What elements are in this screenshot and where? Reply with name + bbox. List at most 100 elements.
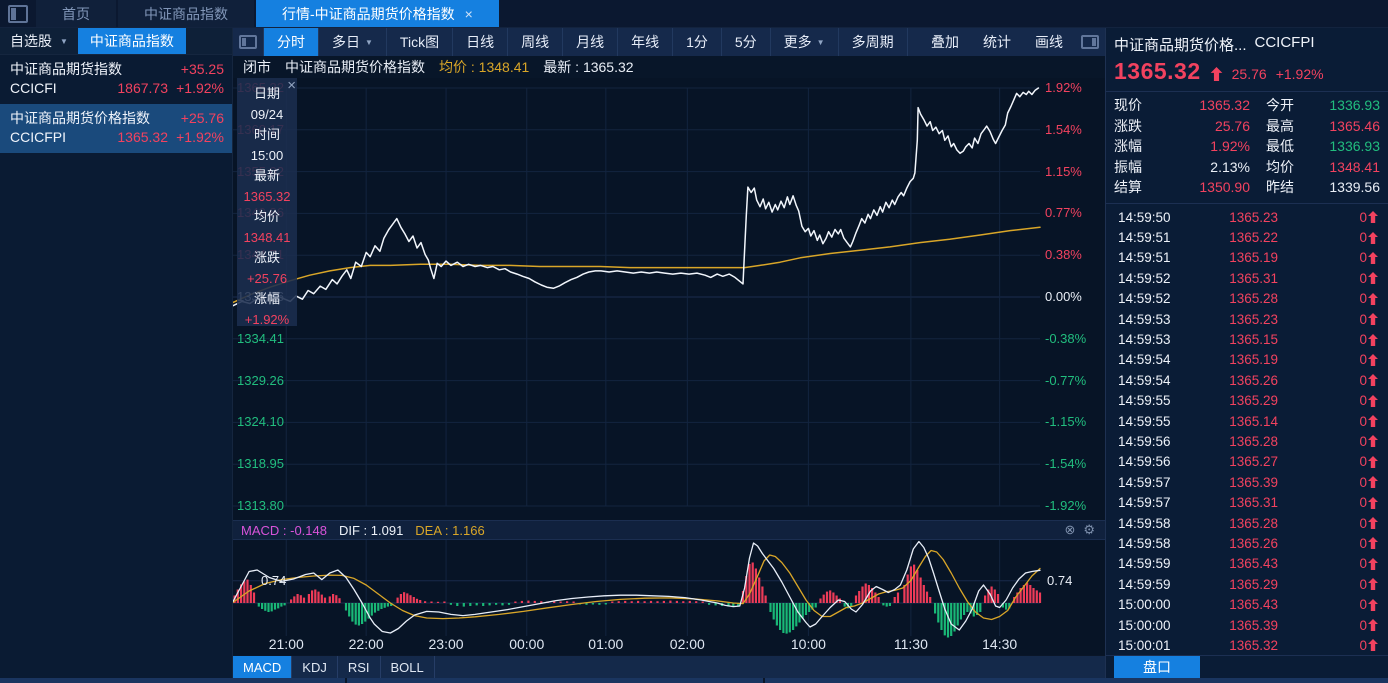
watchlist-items: 中证商品期货指数 +35.25 CCICFI 1867.73 +1.92% 中证商品期货价… (0, 55, 232, 153)
tick-row[interactable]: 14:59:57 1365.31 0 (1106, 492, 1388, 512)
tick-time: 14:59:53 (1118, 311, 1171, 327)
tick-row[interactable]: 14:59:59 1365.29 0 (1106, 574, 1388, 594)
tick-volume-value: 0 (1359, 454, 1367, 470)
tick-time: 14:59:52 (1118, 291, 1171, 307)
toolbar-button-叠加[interactable]: 叠加 (931, 34, 959, 50)
percent-axis-label: -1.15% (1045, 414, 1087, 430)
period-button-label: 周线 (521, 34, 550, 50)
tooltip-close-icon[interactable]: × (287, 77, 296, 94)
bottom-splitter-bar[interactable] (0, 678, 1388, 683)
tick-volume: 0 (1278, 414, 1378, 429)
tick-price: 1365.29 (1229, 393, 1278, 409)
tick-price: 1365.28 (1229, 433, 1278, 449)
top-tab-中证商品指数[interactable]: 中证商品指数 (118, 0, 254, 27)
collapse-left-panel-icon[interactable] (239, 35, 257, 49)
macd-value: MACD : -0.148 (241, 522, 327, 538)
window-sidebar-toggle-icon[interactable] (8, 5, 28, 23)
watchlist-group-dropdown[interactable]: 自选股 ▼ (0, 28, 78, 54)
tick-time: 14:59:57 (1118, 495, 1171, 511)
period-button-年线[interactable]: 年线 (618, 28, 674, 56)
tick-time: 15:00:00 (1118, 597, 1171, 613)
tick-row[interactable]: 15:00:00 1365.43 0 (1106, 594, 1388, 614)
quote-grid-row: 振幅 2.13% 均价 1348.41 (1106, 157, 1388, 177)
tick-row[interactable]: 14:59:56 1365.28 0 (1106, 431, 1388, 451)
tick-row[interactable]: 14:59:58 1365.28 0 (1106, 513, 1388, 533)
period-button-分时[interactable]: 分时 (263, 28, 319, 56)
period-button-日线[interactable]: 日线 (453, 28, 509, 56)
quote-field-label: 均价 (1266, 158, 1294, 175)
tick-row[interactable]: 14:59:53 1365.15 0 (1106, 329, 1388, 349)
intraday-chart[interactable] (233, 78, 1105, 520)
tick-row[interactable]: 14:59:55 1365.14 0 (1106, 411, 1388, 431)
tick-trade-list[interactable]: 14:59:50 1365.23 0 14:59:51 1365.22 0 14:59:51… (1106, 207, 1388, 656)
price-axis-label: 1334.41 (237, 330, 284, 346)
period-button-更多[interactable]: 更多 ▼ (771, 28, 839, 56)
chart-tooltip: × 日期 09/24 时间 15:00 最新 1365.32 均价 1348.41 涨跌 +25.… (237, 77, 297, 327)
indicator-tab-BOLL[interactable]: BOLL (381, 656, 435, 678)
time-axis-label: 22:00 (348, 636, 384, 652)
period-button-周线[interactable]: 周线 (508, 28, 564, 56)
watchlist-group-tab[interactable]: 中证商品指数 (77, 28, 186, 54)
toolbar-button-画线[interactable]: 画线 (1035, 34, 1063, 50)
tick-volume-value: 0 (1359, 393, 1367, 409)
price-axis-label: 1324.10 (237, 414, 284, 430)
tick-time: 14:59:59 (1118, 576, 1171, 592)
indicator-settings-gear-icon[interactable]: ⚙ (1083, 522, 1095, 537)
tick-row[interactable]: 15:00:01 1365.32 0 (1106, 635, 1388, 655)
toolbar-right-buttons: 叠加 统计 画线 (919, 28, 1075, 56)
tick-row[interactable]: 14:59:51 1365.22 0 (1106, 227, 1388, 247)
period-button-月线[interactable]: 月线 (563, 28, 619, 56)
tick-row[interactable]: 14:59:50 1365.23 0 (1106, 207, 1388, 227)
period-button-Tick图[interactable]: Tick图 (387, 28, 454, 56)
tick-row[interactable]: 15:00:00 1365.39 0 (1106, 615, 1388, 635)
tick-row[interactable]: 14:59:54 1365.19 0 (1106, 350, 1388, 370)
watchlist-item[interactable]: 中证商品期货指数 +35.25 CCICFI 1867.73 +1.92% (0, 55, 232, 104)
percent-axis-label: -0.77% (1045, 372, 1087, 388)
instrument-change: +25.76 (180, 110, 224, 126)
tick-price: 1365.43 (1229, 597, 1278, 613)
tick-volume: 0 (1278, 618, 1378, 633)
indicator-tab-RSI[interactable]: RSI (338, 656, 381, 678)
tick-row[interactable]: 14:59:52 1365.31 0 (1106, 268, 1388, 288)
tick-price: 1365.23 (1229, 209, 1278, 225)
instrument-name: 中证商品期货价格指数 (10, 110, 150, 126)
tick-row[interactable]: 14:59:53 1365.23 0 (1106, 309, 1388, 329)
watchlist-header: 自选股 ▼ 中证商品指数 (0, 28, 232, 55)
tick-row[interactable]: 14:59:55 1365.29 0 (1106, 391, 1388, 411)
tick-row[interactable]: 14:59:51 1365.19 0 (1106, 248, 1388, 268)
toolbar-button-统计[interactable]: 统计 (983, 34, 1011, 50)
tick-row[interactable]: 14:59:58 1365.26 0 (1106, 533, 1388, 553)
tick-price: 1365.28 (1229, 291, 1278, 307)
top-tab-首页[interactable]: 首页 (36, 0, 116, 27)
percent-axis-label: 0.00% (1045, 289, 1082, 304)
tick-volume-value: 0 (1359, 535, 1367, 551)
divider (1106, 91, 1388, 92)
period-button-多日[interactable]: 多日 ▼ (319, 28, 387, 56)
quote-field-value: 1365.46 (1329, 117, 1380, 134)
indicator-close-icon[interactable]: ⊗ (1064, 522, 1076, 537)
tick-row[interactable]: 14:59:56 1365.27 0 (1106, 452, 1388, 472)
period-button-5分[interactable]: 5分 (722, 28, 771, 56)
tick-volume: 0 (1278, 475, 1378, 490)
up-arrow-icon (1368, 313, 1378, 326)
up-arrow-icon (1368, 251, 1378, 264)
tick-volume: 0 (1278, 516, 1378, 531)
instrument-percent: +1.92% (176, 80, 224, 96)
period-button-多周期[interactable]: 多周期 (839, 28, 908, 56)
order-book-button[interactable]: 盘口 (1114, 655, 1200, 679)
macd-chart[interactable] (233, 540, 1105, 638)
top-tab-行情-中证商品期货价格指数[interactable]: 行情-中证商品期货价格指数 × (256, 0, 499, 27)
indicator-tab-MACD[interactable]: MACD (233, 656, 293, 678)
tick-row[interactable]: 14:59:57 1365.39 0 (1106, 472, 1388, 492)
indicator-tab-KDJ[interactable]: KDJ (292, 656, 338, 678)
tick-price: 1365.26 (1229, 535, 1278, 551)
tick-row[interactable]: 14:59:52 1365.28 0 (1106, 289, 1388, 309)
watchlist-item[interactable]: 中证商品期货价格指数 +25.76 CCICFPI 1365.32 +1.92% (0, 104, 232, 153)
close-tab-icon[interactable]: × (464, 5, 473, 22)
collapse-right-panel-icon[interactable] (1081, 35, 1099, 49)
tick-volume: 0 (1278, 210, 1378, 225)
tick-row[interactable]: 14:59:59 1365.43 0 (1106, 554, 1388, 574)
percent-axis-label: 1.54% (1045, 121, 1082, 137)
period-button-1分[interactable]: 1分 (673, 28, 722, 56)
tick-row[interactable]: 14:59:54 1365.26 0 (1106, 370, 1388, 390)
